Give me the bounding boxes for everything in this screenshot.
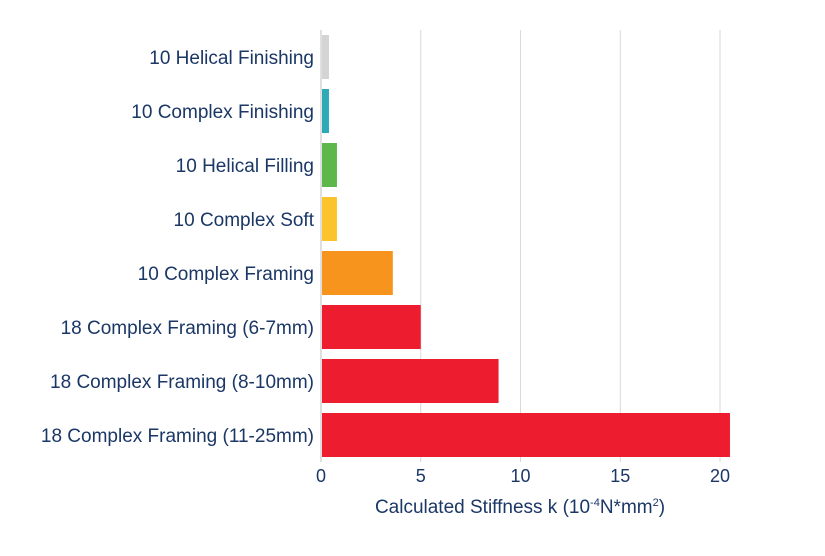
bar: [322, 197, 337, 241]
x-tick-label: 15: [610, 466, 630, 486]
bar: [322, 359, 499, 403]
category-label: 10 Complex Finishing: [131, 102, 314, 123]
x-tick-label: 5: [416, 466, 426, 486]
category-label: 10 Helical Filling: [176, 156, 314, 177]
x-tick-labels: 0 5 10 15 20: [316, 466, 730, 486]
category-labels: 10 Helical Finishing 10 Complex Finishing…: [41, 48, 315, 447]
category-label: 10 Complex Framing: [138, 264, 314, 285]
bar: [322, 305, 421, 349]
category-label: 18 Complex Framing (8-10mm): [50, 372, 314, 393]
x-axis-title-sup2: 2: [653, 497, 659, 509]
bar: [322, 35, 329, 79]
x-axis-title: Calculated Stiffness k (10-4N*mm2): [375, 497, 665, 518]
category-label: 10 Helical Finishing: [149, 48, 314, 69]
x-axis-title-sup1: -4: [590, 497, 600, 509]
bar: [322, 143, 337, 187]
x-axis-title-pre: Calculated Stiffness k (10: [375, 497, 590, 518]
bars: [322, 35, 730, 457]
category-label: 18 Complex Framing (6-7mm): [61, 318, 314, 339]
bar: [322, 251, 393, 295]
bar: [322, 89, 329, 133]
x-axis-title-mid: N*mm: [600, 497, 653, 518]
x-axis-title-post: ): [659, 497, 665, 518]
x-tick-label: 10: [510, 466, 530, 486]
x-tick-label: 0: [316, 466, 326, 486]
category-label: 18 Complex Framing (11-25mm): [41, 426, 314, 447]
bar: [322, 413, 730, 457]
category-label: 10 Complex Soft: [174, 210, 315, 231]
x-tick-label: 20: [710, 466, 730, 486]
